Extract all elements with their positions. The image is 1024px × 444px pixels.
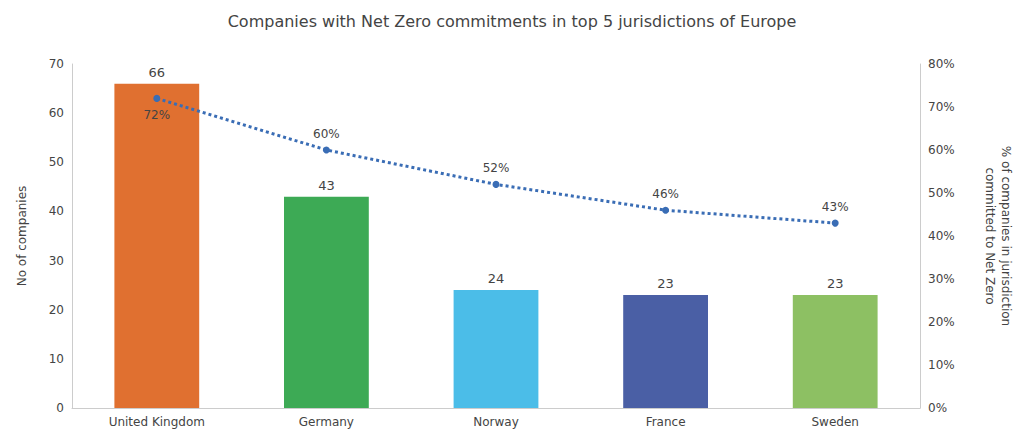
svg-text:60%: 60% [928,143,955,157]
svg-text:40%: 40% [928,229,955,243]
svg-text:Companies with Net Zero commit: Companies with Net Zero commitments in t… [228,12,797,31]
svg-text:60%: 60% [313,127,340,141]
svg-text:70: 70 [49,57,64,71]
svg-text:20: 20 [49,303,64,317]
svg-text:24: 24 [488,271,505,286]
svg-text:30: 30 [49,254,64,268]
svg-text:43%: 43% [822,200,849,214]
svg-text:30%: 30% [928,272,955,286]
svg-text:Norway: Norway [473,415,519,429]
svg-text:10: 10 [49,352,64,366]
svg-text:43: 43 [318,178,335,193]
svg-text:23: 23 [827,276,844,291]
svg-text:40: 40 [49,204,64,218]
svg-text:committed to Net Zero: committed to Net Zero [983,167,997,304]
svg-text:60: 60 [49,106,64,120]
svg-text:0: 0 [56,401,64,415]
svg-text:70%: 70% [928,100,955,114]
svg-text:United Kingdom: United Kingdom [109,415,205,429]
svg-text:80%: 80% [928,57,955,71]
svg-text:% of companies in jurisdiction: % of companies in jurisdiction [999,146,1013,326]
svg-text:46%: 46% [652,187,679,201]
svg-text:72%: 72% [143,108,170,122]
svg-text:50%: 50% [928,186,955,200]
svg-text:66: 66 [149,65,166,80]
svg-text:Germany: Germany [299,415,354,429]
svg-text:No of companies: No of companies [15,186,29,287]
svg-text:10%: 10% [928,358,955,372]
svg-text:52%: 52% [483,161,510,175]
svg-text:0%: 0% [928,401,947,415]
svg-text:20%: 20% [928,315,955,329]
svg-text:50: 50 [49,155,64,169]
svg-text:France: France [646,415,686,429]
svg-text:Sweden: Sweden [811,415,858,429]
svg-text:23: 23 [657,276,674,291]
